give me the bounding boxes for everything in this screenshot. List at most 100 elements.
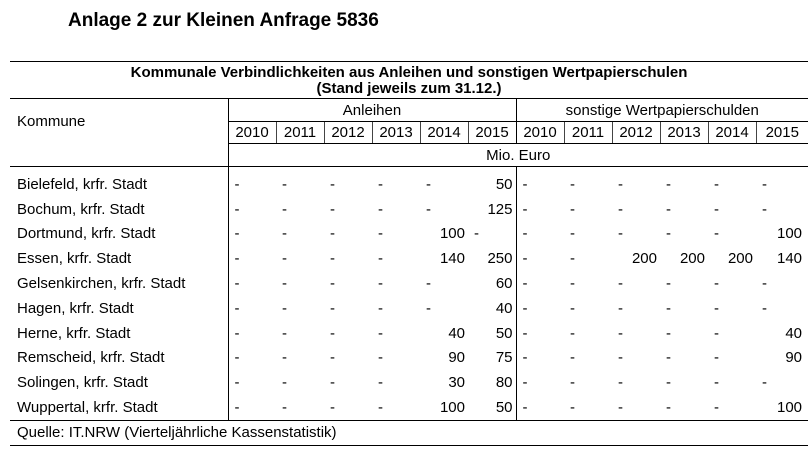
group-header-sonstige: sonstige Wertpapierschulden [515,98,809,122]
kommune-name: Dortmund, krfr. Stadt [17,225,156,243]
year-header-anleihen-2015: 2015 [467,121,516,144]
source-row: Quelle: IT.NRW (Vierteljährliche Kassens… [10,419,809,446]
value-cell: 125 [487,200,513,218]
value-cell: - [227,320,276,346]
kommune-name: Solingen, krfr. Stadt [17,374,148,392]
table-row: Bielefeld, krfr. Stadt - - - - -50- - - - - - [10,172,808,197]
year-header-anleihen-2010: 2010 [227,121,276,144]
value-cell: 40 [495,299,513,317]
year-header-anleihen-2013: 2013 [371,121,420,144]
value-cell: - [378,374,383,392]
value-cell: 30 [448,374,465,392]
value-cell: 200 [631,250,657,268]
table-row: Hagen, krfr. Stadt - - - - -40- - - - - - [10,295,808,321]
value-cell: - [714,175,719,193]
value-cell: 140 [776,250,803,268]
value-cell: - [570,374,575,392]
value-cell: - [618,225,623,243]
year-header-sonstige-2011: 2011 [563,121,612,144]
value-cell: 200 [679,250,705,268]
value-cell: - [618,275,623,293]
value-cell: - [666,374,671,392]
row-header-kommune: Kommune [17,112,86,130]
table-row: Wuppertal, krfr. Stadt - - - -100 50- - - - -100 [10,395,808,421]
value-cell: - [378,175,383,193]
unit-spacer [10,143,228,167]
value-cell: - [378,299,383,317]
value-cell: - [515,221,564,247]
value-cell: - [570,399,575,417]
value-cell: - [666,200,671,218]
value-cell: - [378,399,383,417]
unit-row: Mio. Euro [10,143,809,167]
value-cell: - [227,345,276,371]
value-cell: 40 [785,324,803,342]
unit-label: Mio. Euro [227,143,809,167]
table-row: Herne, krfr. Stadt - - - -40 50- - - - -40 [10,320,808,346]
value-cell: - [330,200,335,218]
value-cell: - [330,225,335,243]
value-cell: - [330,349,335,367]
value-cell: - [378,275,383,293]
value-cell: - [330,175,335,193]
value-cell: - [426,200,431,218]
value-cell: - [330,399,335,417]
value-cell: - [282,349,287,367]
caption-row: Kommunale Verbindlichkeiten aus Anleihen… [10,61,809,99]
value-cell: - [227,370,276,396]
value-cell: - [227,172,276,197]
kommune-name: Bielefeld, krfr. Stadt [17,175,148,193]
value-cell: - [666,225,671,243]
table-row: Essen, krfr. Stadt - - - -140 250- -200 200 200 1… [10,246,808,272]
value-cell: - [618,374,623,392]
year-header-sonstige-2015: 2015 [755,121,809,144]
kommune-name: Gelsenkirchen, krfr. Stadt [17,275,186,293]
table-row: Remscheid, krfr. Stadt - - - -90 75- - - - -90 [10,345,808,371]
kommune-name: Hagen, krfr. Stadt [17,299,134,317]
year-header-anleihen-2014: 2014 [419,121,468,144]
value-cell: - [282,324,287,342]
value-cell: 200 [727,250,753,268]
source-note: Quelle: IT.NRW (Vierteljährliche Kassens… [10,419,809,446]
value-cell: - [666,299,671,317]
value-cell: - [378,250,383,268]
value-cell: - [227,221,276,247]
value-cell: - [282,275,287,293]
value-cell: - [330,324,335,342]
value-cell: 75 [495,349,513,367]
value-cell: - [515,271,564,296]
group-header-row: Kommune Anleihen sonstige Wertpapierschuld… [10,98,809,130]
year-header-sonstige-2012: 2012 [611,121,660,144]
value-cell: 50 [495,399,513,417]
value-cell: - [570,275,575,293]
value-cell: - [282,399,287,417]
value-cell: 50 [495,175,513,193]
value-cell: - [474,225,479,243]
value-cell: - [227,271,276,296]
value-cell: - [515,196,564,222]
year-header-row: 2010 2011 2012 2013 2014 2015 2010 2011 2012 2013… [10,121,809,144]
value-cell: - [378,324,383,342]
value-cell: - [714,349,719,367]
value-cell: - [570,175,575,193]
liabilities-table-container: Kommunale Verbindlichkeiten aus Anleihen… [10,61,809,446]
value-cell: - [515,295,564,321]
kommune-name: Herne, krfr. Stadt [17,324,131,342]
liabilities-table: Kommunale Verbindlichkeiten aus Anleihen… [10,61,809,446]
value-cell: - [515,246,564,272]
value-cell: - [282,175,287,193]
year-header-anleihen-2012: 2012 [323,121,372,144]
table-body: Kommunale Verbindlichkeiten aus Anleihen… [10,61,809,446]
value-cell: - [714,200,719,218]
value-cell: 100 [776,225,803,243]
value-cell: - [570,349,575,367]
value-cell: - [378,225,383,243]
value-cell: 80 [495,374,513,392]
value-cell: - [666,324,671,342]
table-caption: Kommunale Verbindlichkeiten aus Anleihen… [10,61,809,99]
table-row: Solingen, krfr. Stadt - - - -30 80- - - - - - [10,370,808,396]
value-cell: - [570,200,575,218]
value-cell: - [515,320,564,346]
value-cell: - [666,175,671,193]
value-cell: - [714,324,719,342]
